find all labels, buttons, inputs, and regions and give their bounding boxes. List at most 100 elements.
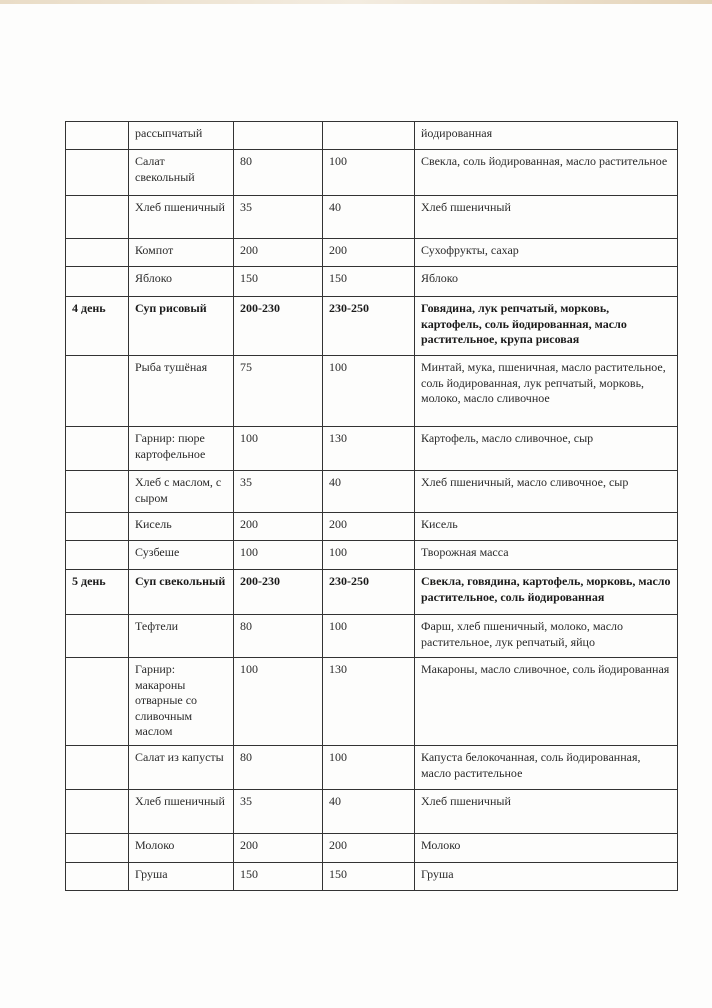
table-row: Хлеб пшеничный 35 40 Хлеб пшеничный: [65, 789, 678, 834]
cell-dish: Салат из капусты: [128, 745, 234, 790]
table-row: Гарнир: макароны отварные со сливочным м…: [65, 657, 678, 746]
cell-day: [65, 512, 129, 541]
cell-dish: Гарнир: пюре картофельное: [128, 426, 234, 471]
cell-dish: Хлеб пшеничный: [128, 195, 234, 239]
cell-day: [65, 789, 129, 834]
cell-portion2: 200: [322, 512, 415, 541]
cell-portion1: 35: [233, 195, 323, 239]
cell-portion2: 230-250: [322, 569, 415, 615]
cell-ingredients: йодированная: [414, 121, 678, 150]
cell-portion1: 200: [233, 833, 323, 863]
cell-portion1: 80: [233, 149, 323, 196]
cell-ingredients: Груша: [414, 862, 678, 891]
cell-dish: Суп свекольный: [128, 569, 234, 615]
cell-day: [65, 862, 129, 891]
cell-portion2: 40: [322, 195, 415, 239]
cell-dish: Суп рисовый: [128, 296, 234, 356]
cell-portion1: 80: [233, 745, 323, 790]
cell-day: [65, 266, 129, 297]
scan-edge: [0, 0, 712, 4]
cell-portion2: 130: [322, 657, 415, 746]
cell-portion2: 150: [322, 862, 415, 891]
cell-ingredients: Молоко: [414, 833, 678, 863]
cell-portion1: 35: [233, 470, 323, 513]
table-row: Молоко 200 200 Молоко: [65, 833, 678, 863]
cell-day: [65, 426, 129, 471]
cell-portion2: 230-250: [322, 296, 415, 356]
table-row: Салат свекольный 80 100 Свекла, соль йодиро…: [65, 149, 678, 196]
cell-ingredients: Макароны, масло сливочное, соль йодирова…: [414, 657, 678, 746]
table-row: Кисель 200 200 Кисель: [65, 512, 678, 541]
cell-dish: рассыпчатый: [128, 121, 234, 150]
cell-portion2: 100: [322, 540, 415, 570]
cell-portion1: 150: [233, 862, 323, 891]
cell-ingredients: Яблоко: [414, 266, 678, 297]
cell-dish: Хлеб пшеничный: [128, 789, 234, 834]
cell-ingredients: Творожная масса: [414, 540, 678, 570]
cell-portion2: 150: [322, 266, 415, 297]
cell-portion1: 75: [233, 355, 323, 427]
table-row: 4 день Суп рисовый 200-230 230-250 Говядина,…: [65, 296, 678, 356]
cell-portion2: 130: [322, 426, 415, 471]
cell-portion2: 100: [322, 149, 415, 196]
cell-ingredients: Свекла, говядина, картофель, морковь, ма…: [414, 569, 678, 615]
cell-ingredients: Кисель: [414, 512, 678, 541]
cell-ingredients: Хлеб пшеничный: [414, 789, 678, 834]
cell-day: [65, 833, 129, 863]
cell-day: [65, 238, 129, 267]
table-row: Хлеб пшеничный 35 40 Хлеб пшеничный: [65, 195, 678, 239]
menu-table-body: рассыпчатый йодированная Салат свекольный 8…: [65, 121, 678, 891]
cell-portion1: 200-230: [233, 569, 323, 615]
table-row: Рыба тушёная 75 100 Минтай, мука, пшеничная…: [65, 355, 678, 427]
cell-portion1: 200: [233, 512, 323, 541]
cell-dish: Хлеб с маслом, с сыром: [128, 470, 234, 513]
cell-dish: Компот: [128, 238, 234, 267]
cell-ingredients: Сухофрукты, сахар: [414, 238, 678, 267]
cell-portion1: 100: [233, 540, 323, 570]
cell-ingredients: Хлеб пшеничный, масло сливочное, сыр: [414, 470, 678, 513]
cell-ingredients: Фарш, хлеб пшеничный, молоко, масло раст…: [414, 614, 678, 658]
cell-day: [65, 614, 129, 658]
cell-portion2: [322, 121, 415, 150]
cell-dish: Сузбеше: [128, 540, 234, 570]
cell-portion1: 200-230: [233, 296, 323, 356]
cell-portion1: 100: [233, 657, 323, 746]
cell-portion2: 200: [322, 833, 415, 863]
table-row: рассыпчатый йодированная: [65, 121, 678, 150]
cell-portion1: 80: [233, 614, 323, 658]
cell-day: [65, 355, 129, 427]
cell-day: [65, 121, 129, 150]
cell-portion2: 100: [322, 745, 415, 790]
cell-ingredients: Минтай, мука, пшеничная, масло раститель…: [414, 355, 678, 427]
table-row: 5 день Суп свекольный 200-230 230-250 Свекла…: [65, 569, 678, 615]
cell-dish: Молоко: [128, 833, 234, 863]
cell-dish: Тефтели: [128, 614, 234, 658]
cell-ingredients: Говядина, лук репчатый, морковь, картофе…: [414, 296, 678, 356]
cell-portion1: 35: [233, 789, 323, 834]
cell-dish: Кисель: [128, 512, 234, 541]
menu-table: рассыпчатый йодированная Салат свекольный 8…: [65, 121, 678, 891]
cell-dish: Груша: [128, 862, 234, 891]
cell-portion2: 100: [322, 614, 415, 658]
table-row: Компот 200 200 Сухофрукты, сахар: [65, 238, 678, 267]
cell-dish: Салат свекольный: [128, 149, 234, 196]
table-row: Яблоко 150 150 Яблоко: [65, 266, 678, 297]
table-row: Хлеб с маслом, с сыром 35 40 Хлеб пшеничный…: [65, 470, 678, 513]
cell-portion2: 200: [322, 238, 415, 267]
cell-portion2: 40: [322, 470, 415, 513]
cell-portion1: 150: [233, 266, 323, 297]
cell-portion1: 200: [233, 238, 323, 267]
cell-dish: Яблоко: [128, 266, 234, 297]
cell-day: 5 день: [65, 569, 129, 615]
cell-ingredients: Свекла, соль йодированная, масло растите…: [414, 149, 678, 196]
table-row: Груша 150 150 Груша: [65, 862, 678, 891]
cell-day: 4 день: [65, 296, 129, 356]
cell-day: [65, 657, 129, 746]
table-row: Салат из капусты 80 100 Капуста белокочанна…: [65, 745, 678, 790]
cell-portion1: [233, 121, 323, 150]
cell-portion2: 40: [322, 789, 415, 834]
cell-day: [65, 149, 129, 196]
cell-day: [65, 745, 129, 790]
cell-ingredients: Картофель, масло сливочное, сыр: [414, 426, 678, 471]
table-row: Тефтели 80 100 Фарш, хлеб пшеничный, молоко…: [65, 614, 678, 658]
